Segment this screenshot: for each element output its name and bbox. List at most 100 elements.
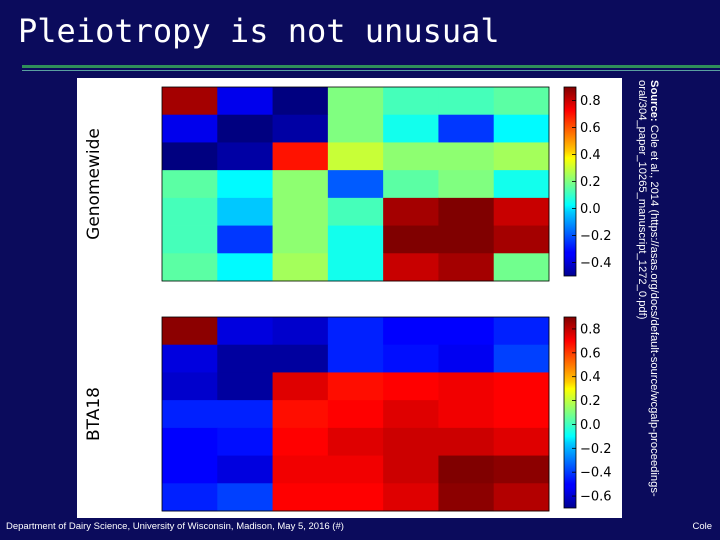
heatmap-cell: [327, 372, 384, 401]
heatmap-cell: [383, 87, 439, 116]
heatmap-cell: [383, 372, 439, 401]
heatmap-figure: Genomewide 0.8 0.6 0.4 0.2 0.0 −0.2 −0.4 BTA18 0…: [77, 78, 622, 518]
heatmap-cell: [217, 455, 273, 484]
heatmap-cell: [217, 87, 273, 116]
heatmap-cell: [383, 344, 439, 373]
heatmap-cell: [383, 197, 439, 226]
heatmap-cell: [217, 253, 273, 282]
heatmap-cell: [217, 114, 273, 143]
heatmap-frame: [161, 316, 550, 512]
heatmap-cell: [272, 114, 329, 143]
heatmap-cell: [383, 427, 439, 456]
heatmap-cell: [217, 400, 273, 429]
heatmap-cell: [272, 87, 329, 116]
colorbar: [563, 316, 577, 509]
heatmap-cell: [438, 114, 495, 143]
heatmap-cell: [162, 197, 218, 226]
heatmap-cell: [438, 400, 495, 429]
colorbar-tick-label: −0.2: [580, 442, 612, 457]
heatmap-cell: [327, 114, 384, 143]
colorbar-tick-label: −0.2: [580, 229, 612, 244]
colorbar-tick-label: 0.4: [580, 148, 601, 163]
heatmap-cell: [272, 400, 329, 429]
heatmap-cell: [162, 400, 218, 429]
colorbar-tick-label: 0.2: [580, 394, 601, 409]
heatmap-cell: [162, 253, 218, 282]
heatmap-cell: [272, 142, 329, 171]
title-rule: [22, 65, 720, 68]
heatmap-cell: [327, 455, 384, 484]
heatmap-cell: [493, 483, 550, 512]
heatmap-cell: [493, 317, 550, 346]
heatmap-cell: [327, 197, 384, 226]
heatmap-cell: [272, 317, 329, 346]
colorbar-tick-label: 0.8: [580, 322, 601, 337]
heatmap-cell: [272, 344, 329, 373]
colorbar-tick-label: 0.0: [580, 202, 601, 217]
heatmap-cell: [383, 400, 439, 429]
heatmap-cell: [493, 225, 550, 254]
heatmap-cell: [493, 170, 550, 199]
heatmap-cell: [438, 317, 495, 346]
heatmap-cell: [383, 483, 439, 512]
heatmap-cell: [438, 225, 495, 254]
panel-ylabel: Genomewide: [84, 128, 104, 240]
heatmap-cell: [438, 170, 495, 199]
slide-footer-author: Cole: [692, 521, 712, 532]
heatmap-cell: [217, 317, 273, 346]
slide-footer: Department of Dairy Science, University …: [6, 521, 344, 532]
heatmap-cell: [383, 253, 439, 282]
heatmap-cell: [162, 455, 218, 484]
heatmap-cell: [217, 225, 273, 254]
heatmap-cell: [493, 87, 550, 116]
heatmap-cell: [217, 427, 273, 456]
heatmap-cell: [383, 142, 439, 171]
colorbar-tick-label: 0.2: [580, 175, 601, 190]
heatmap-cell: [327, 253, 384, 282]
heatmap-cell: [162, 114, 218, 143]
heatmap-cell: [272, 170, 329, 199]
heatmap-cell: [272, 197, 329, 226]
colorbar-tick-label: 0.8: [580, 94, 601, 109]
heatmap-cell: [327, 400, 384, 429]
heatmap-cell: [438, 197, 495, 226]
heatmap-cell: [438, 483, 495, 512]
colorbar-tick-label: −0.6: [580, 490, 612, 505]
heatmap-cell: [493, 197, 550, 226]
heatmap-cell: [493, 142, 550, 171]
heatmap-cell: [493, 253, 550, 282]
heatmap-cell: [493, 344, 550, 373]
heatmap-cell: [272, 253, 329, 282]
heatmap-cell: [162, 483, 218, 512]
heatmap-cell: [383, 114, 439, 143]
colorbar-tick-label: −0.4: [580, 256, 612, 271]
heatmap-cell: [438, 142, 495, 171]
heatmap-cell: [438, 253, 495, 282]
source-note: Source: Cole et al., 2014 (https://asas.…: [624, 78, 660, 518]
heatmap-cell: [162, 225, 218, 254]
heatmap-cell: [383, 225, 439, 254]
heatmap-cell: [438, 455, 495, 484]
heatmap-cell: [438, 427, 495, 456]
heatmap-cell: [162, 87, 218, 116]
heatmap-cell: [217, 483, 273, 512]
heatmap-cell: [272, 483, 329, 512]
heatmap-cell: [217, 142, 273, 171]
colorbar-tick-label: −0.4: [580, 466, 612, 481]
colorbar-tick-label: 0.6: [580, 121, 601, 136]
colorbar-tick-label: 0.0: [580, 418, 601, 433]
heatmap-cell: [383, 170, 439, 199]
heatmap-cell: [493, 427, 550, 456]
heatmap-cell: [217, 372, 273, 401]
heatmap-cell: [327, 317, 384, 346]
heatmap-svg: Genomewide 0.8 0.6 0.4 0.2 0.0 −0.2 −0.4 BTA18 0…: [84, 86, 612, 512]
heatmap-cell: [327, 427, 384, 456]
slide-title: Pleiotropy is not unusual: [18, 12, 500, 50]
heatmap-cell: [383, 455, 439, 484]
bta18-panel: BTA18 0.8 0.6 0.4 0.2 0.0 −0.2 −0.4 −0.6: [84, 316, 612, 512]
heatmap-cell: [217, 197, 273, 226]
heatmap-cell: [162, 317, 218, 346]
heatmap-cell: [217, 344, 273, 373]
source-label: Source:: [648, 80, 660, 122]
heatmap-cell: [438, 372, 495, 401]
